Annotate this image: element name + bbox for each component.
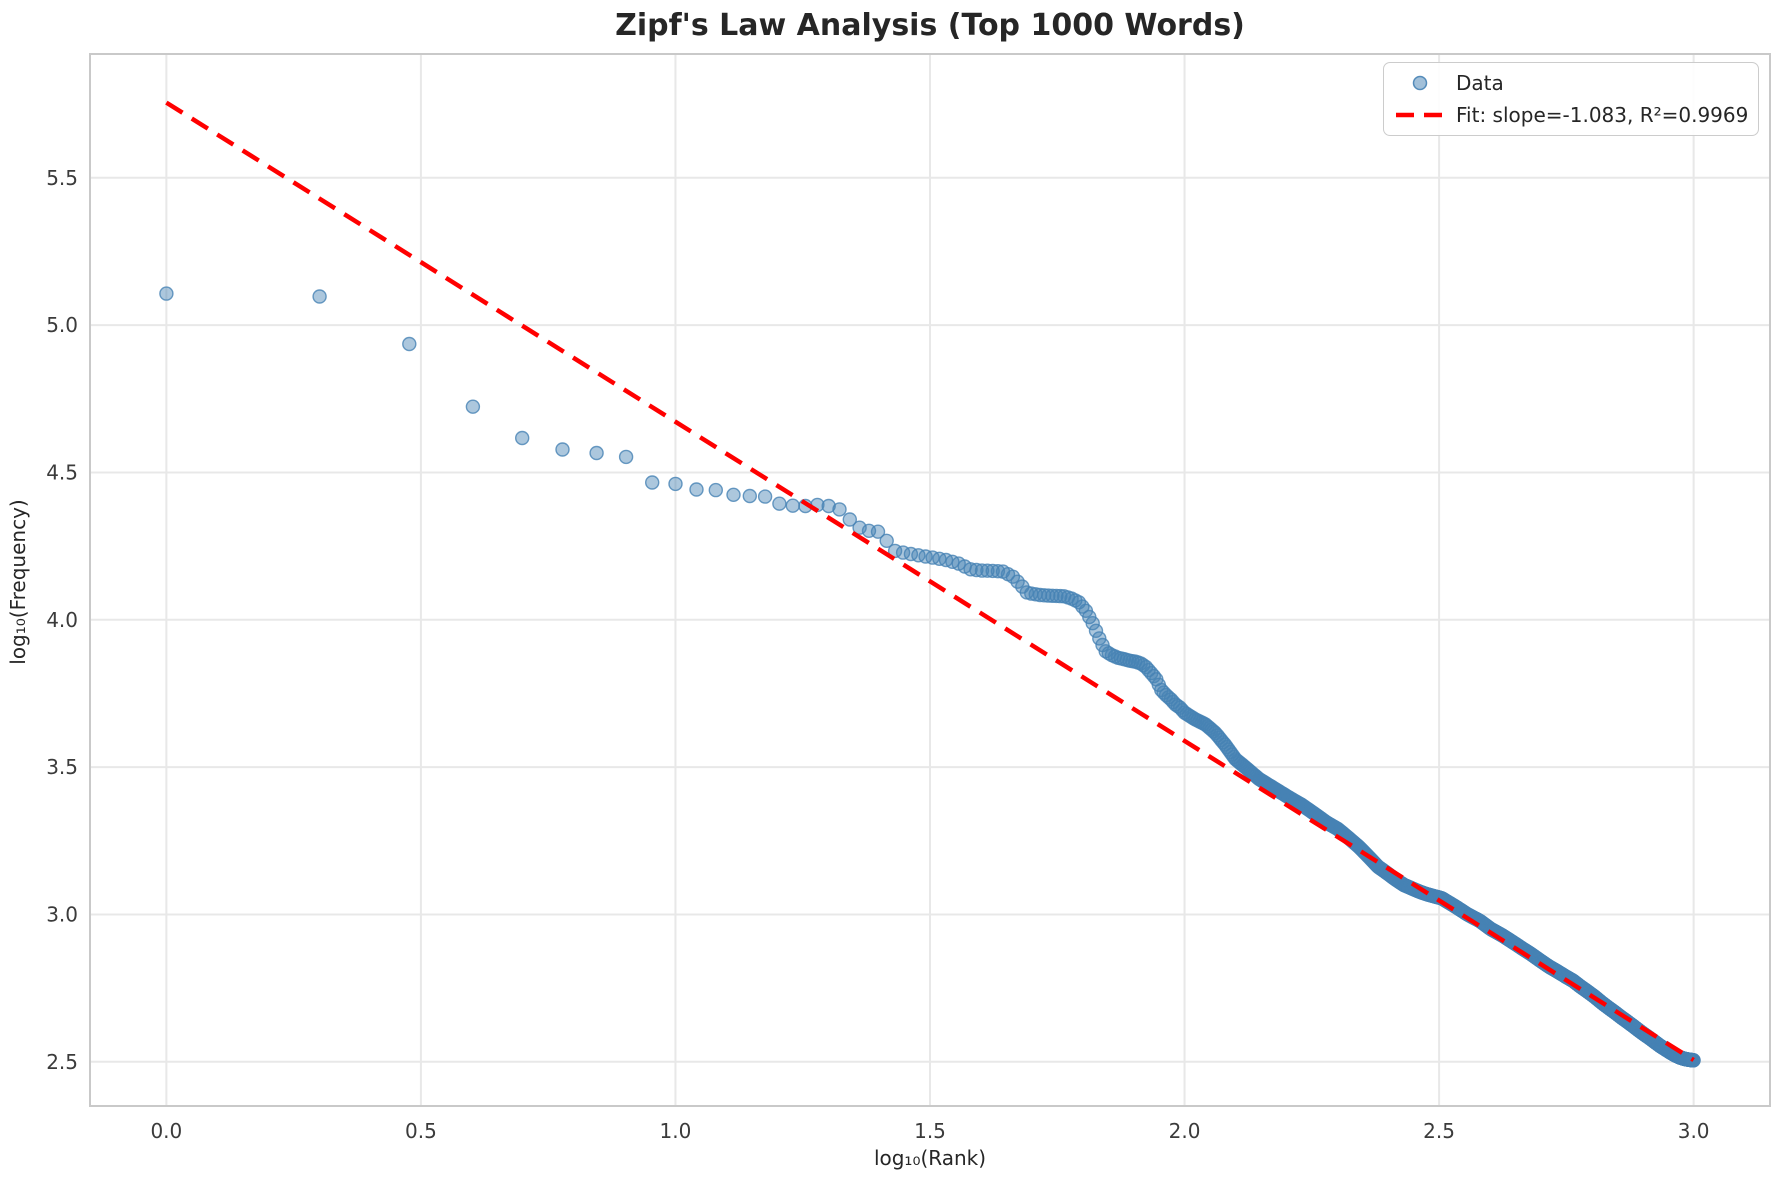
svg-text:3.0: 3.0 bbox=[1678, 1119, 1710, 1143]
svg-text:4.5: 4.5 bbox=[46, 460, 78, 484]
legend-label-fit: Fit: slope=-1.083, R²=0.9969 bbox=[1456, 103, 1749, 127]
svg-text:3.0: 3.0 bbox=[46, 902, 78, 926]
svg-text:2.5: 2.5 bbox=[1423, 1119, 1455, 1143]
svg-text:5.5: 5.5 bbox=[46, 166, 78, 190]
svg-text:1.5: 1.5 bbox=[914, 1119, 946, 1143]
chart-title: Zipf's Law Analysis (Top 1000 Words) bbox=[615, 8, 1245, 43]
legend-item-data: Data bbox=[1394, 69, 1748, 97]
x-axis-label: log₁₀(Rank) bbox=[873, 1146, 987, 1170]
svg-text:2.5: 2.5 bbox=[46, 1050, 78, 1074]
svg-text:0.0: 0.0 bbox=[150, 1119, 182, 1143]
scatter-marker-icon bbox=[1394, 74, 1446, 92]
x-tick-labels: 0.0 0.5 1.0 1.5 2.0 2.5 3.0 bbox=[150, 1119, 1709, 1143]
svg-text:5.0: 5.0 bbox=[46, 313, 78, 337]
dashed-line-icon bbox=[1394, 111, 1446, 119]
svg-text:1.0: 1.0 bbox=[660, 1119, 692, 1143]
fit-line bbox=[165, 100, 1695, 1062]
legend-label-data: Data bbox=[1456, 71, 1504, 95]
y-axis-label: log₁₀(Frequency) bbox=[6, 499, 30, 665]
svg-text:4.0: 4.0 bbox=[46, 608, 78, 632]
y-tick-labels: 2.5 3.0 3.5 4.0 4.5 5.0 5.5 bbox=[46, 166, 78, 1074]
svg-text:3.5: 3.5 bbox=[46, 755, 78, 779]
legend-item-fit: Fit: slope=-1.083, R²=0.9969 bbox=[1394, 101, 1748, 129]
svg-text:2.0: 2.0 bbox=[1169, 1119, 1201, 1143]
svg-text:0.5: 0.5 bbox=[405, 1119, 437, 1143]
grid-lines bbox=[90, 54, 1770, 1106]
legend: Data Fit: slope=-1.083, R²=0.9969 bbox=[1383, 62, 1759, 136]
plot-border bbox=[89, 53, 1771, 1107]
